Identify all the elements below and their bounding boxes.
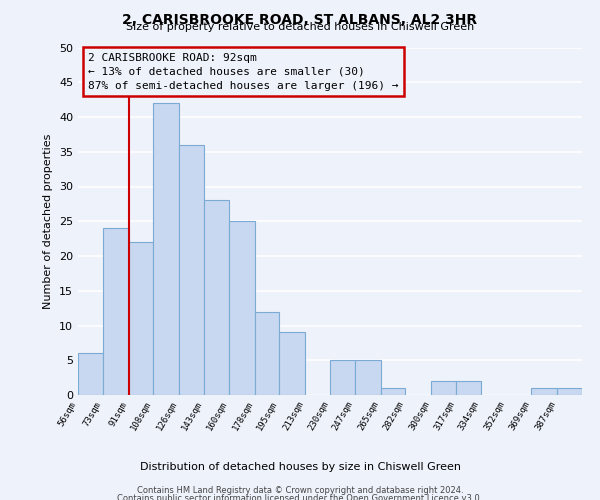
Bar xyxy=(179,145,204,395)
Y-axis label: Number of detached properties: Number of detached properties xyxy=(43,134,53,309)
Text: Contains HM Land Registry data © Crown copyright and database right 2024.: Contains HM Land Registry data © Crown c… xyxy=(137,486,463,495)
Text: Distribution of detached houses by size in Chiswell Green: Distribution of detached houses by size … xyxy=(139,462,461,472)
Bar xyxy=(254,312,280,395)
Bar xyxy=(532,388,557,395)
Bar xyxy=(204,200,229,395)
Bar xyxy=(431,381,456,395)
Text: 2, CARISBROOKE ROAD, ST ALBANS, AL2 3HR: 2, CARISBROOKE ROAD, ST ALBANS, AL2 3HR xyxy=(122,12,478,26)
Bar xyxy=(557,388,582,395)
Bar xyxy=(330,360,355,395)
Bar xyxy=(456,381,481,395)
Bar xyxy=(128,242,154,395)
Bar xyxy=(355,360,380,395)
Text: Contains public sector information licensed under the Open Government Licence v3: Contains public sector information licen… xyxy=(118,494,482,500)
Bar xyxy=(229,221,254,395)
Bar xyxy=(78,354,103,395)
Text: Size of property relative to detached houses in Chiswell Green: Size of property relative to detached ho… xyxy=(126,22,474,32)
Bar xyxy=(103,228,128,395)
Bar xyxy=(380,388,406,395)
Text: 2 CARISBROOKE ROAD: 92sqm
← 13% of detached houses are smaller (30)
87% of semi-: 2 CARISBROOKE ROAD: 92sqm ← 13% of detac… xyxy=(88,52,398,90)
Bar xyxy=(280,332,305,395)
Bar xyxy=(154,103,179,395)
